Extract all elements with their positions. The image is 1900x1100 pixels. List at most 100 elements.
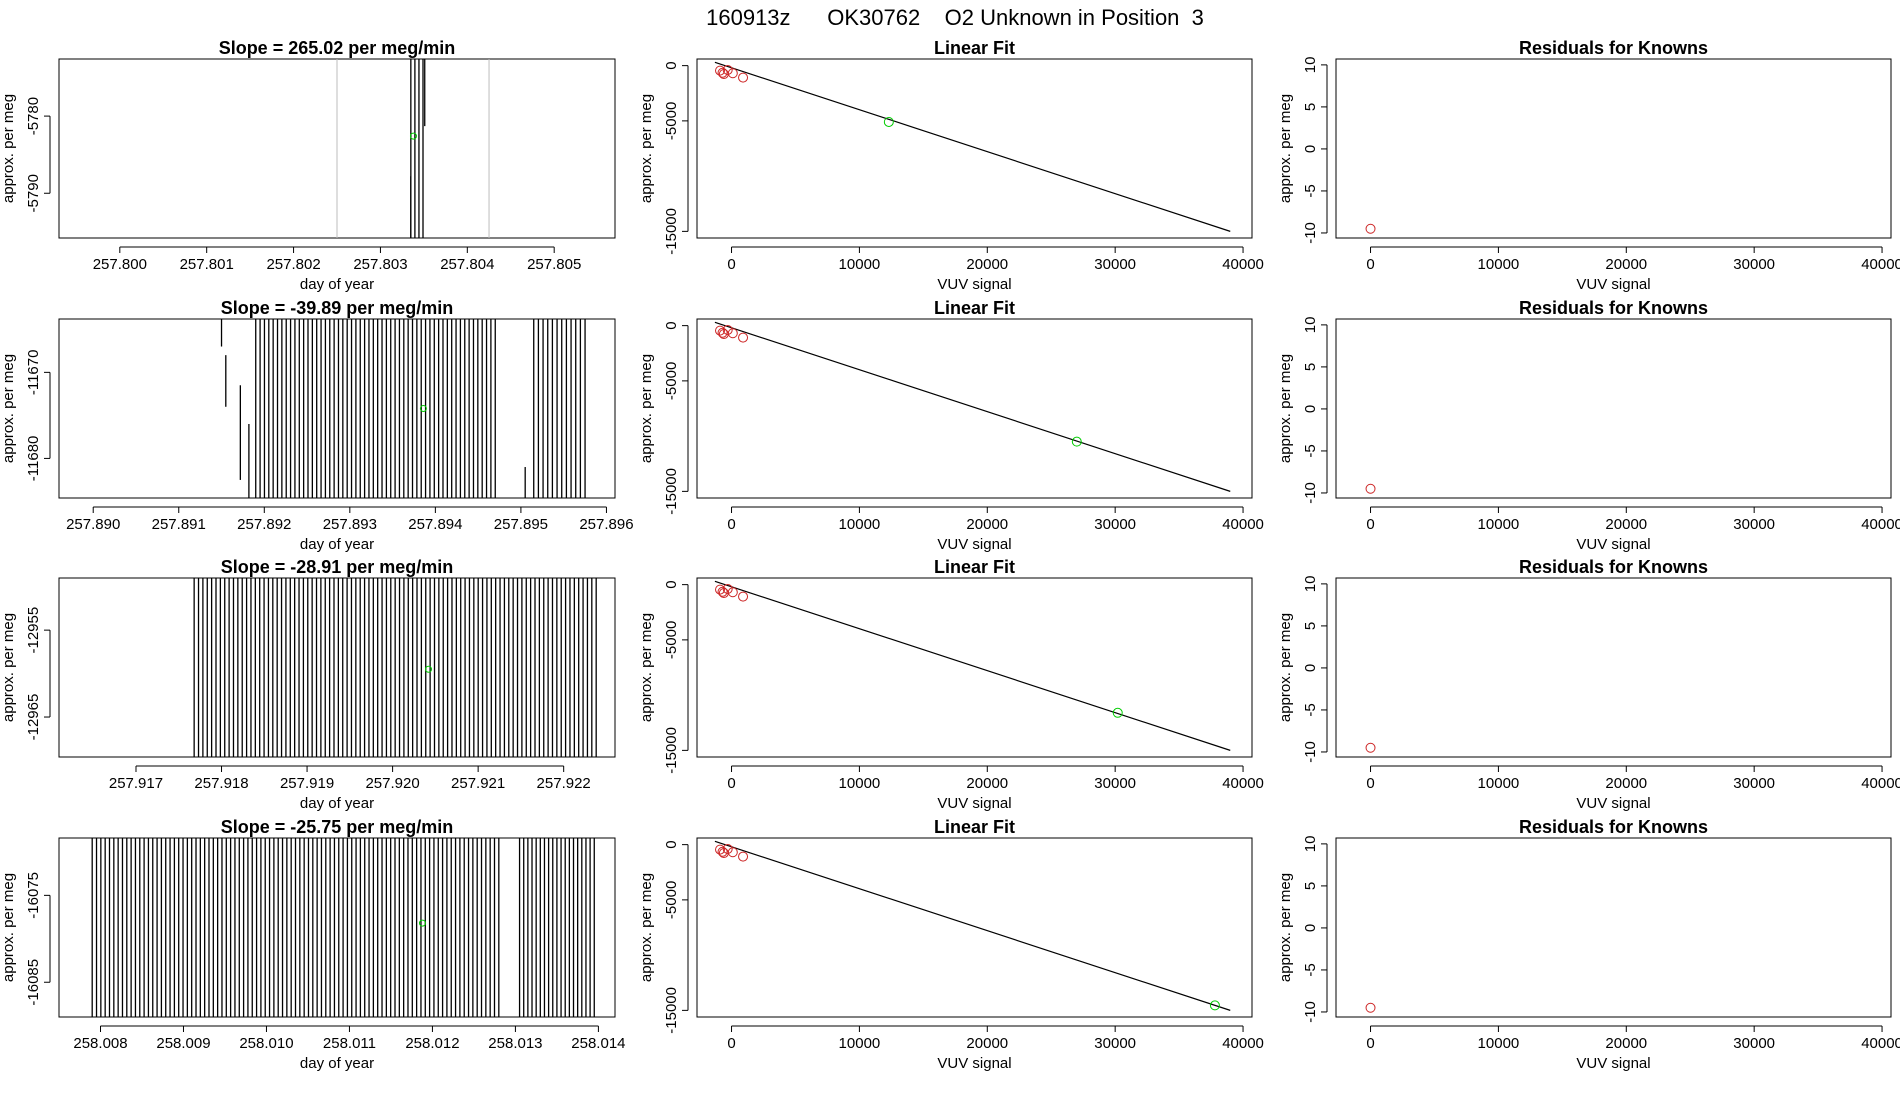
x-tick-label: 257.920 (365, 775, 419, 792)
panel-drift-4: Slope = -25.75 per meg/min 258.008 258.009… (0, 817, 626, 1072)
x-tick-label: 30000 (1094, 256, 1136, 273)
x-tick-label: 257.895 (494, 516, 548, 533)
x-tick-label: 10000 (839, 256, 881, 273)
y-tick-label: 10 (1302, 836, 1319, 853)
x-tick-label: 30000 (1733, 775, 1775, 792)
y-tick-label: -5780 (25, 97, 42, 135)
y-axis-label: approx. per meg (0, 354, 17, 463)
x-axis-label: VUV signal (937, 795, 1011, 812)
x-tick-label: 0 (727, 775, 735, 792)
panel-title: Linear Fit (934, 298, 1015, 318)
known-standard-point (715, 844, 726, 855)
y-tick-label: -5 (1302, 184, 1319, 197)
y-tick-label: -10 (1302, 741, 1319, 763)
x-tick-label: 258.008 (73, 1035, 127, 1052)
known-standard-point (722, 324, 733, 335)
x-axis-label: VUV signal (1576, 536, 1650, 553)
x-tick-label: 10000 (1478, 256, 1520, 273)
x-axis-label: day of year (300, 276, 374, 293)
x-tick-label: 257.805 (527, 256, 581, 273)
y-tick-label: -10 (1302, 222, 1319, 244)
x-tick-label: 257.917 (109, 775, 163, 792)
known-standard-point (717, 67, 728, 78)
y-axis-label: approx. per meg (1277, 613, 1294, 722)
x-tick-label: 40000 (1861, 1035, 1900, 1052)
x-tick-label: 257.800 (93, 256, 147, 273)
x-tick-label: 0 (727, 516, 735, 533)
y-tick-label: 0 (1302, 924, 1319, 932)
panel-drift-1: Slope = 265.02 per meg/min 257.800 257.801… (0, 38, 616, 293)
x-tick-label: 257.896 (579, 516, 633, 533)
y-tick-label: 10 (1302, 317, 1319, 334)
y-tick-label: -5000 (663, 102, 680, 140)
y-tick-label: 5 (1302, 622, 1319, 630)
y-tick-label: -5000 (663, 621, 680, 659)
unknown-sample-point (1071, 436, 1082, 447)
x-tick-label: 20000 (966, 1035, 1008, 1052)
unknown-sample-point (1209, 1000, 1220, 1011)
x-tick-label: 30000 (1733, 516, 1775, 533)
known-standard-point (722, 64, 733, 75)
y-axis-label: approx. per meg (0, 613, 17, 722)
panel-title: Linear Fit (934, 557, 1015, 577)
x-tick-label: 0 (1366, 775, 1374, 792)
panel-title: Residuals for Knowns (1519, 557, 1708, 577)
panel-residuals-3: Residuals for Knowns 0 10000 20000 30000 4000… (1277, 557, 1900, 812)
panel-title: Slope = -25.75 per meg/min (221, 817, 454, 837)
known-standard-point (738, 851, 749, 862)
known-standard-point (715, 584, 726, 595)
x-tick-label: 257.919 (280, 775, 334, 792)
x-tick-label: 20000 (966, 775, 1008, 792)
residual-point (1365, 223, 1376, 234)
x-tick-label: 40000 (1222, 1035, 1264, 1052)
unknown-sample-point (418, 919, 426, 927)
plot-frame (1335, 577, 1892, 758)
panel-title: Slope = -39.89 per meg/min (221, 298, 454, 318)
panel-drift-3: Slope = -28.91 per meg/min 257.917 257.918… (0, 557, 616, 812)
fit-line (714, 840, 1231, 1011)
y-tick-label: 0 (1302, 405, 1319, 413)
x-tick-label: 258.009 (156, 1035, 210, 1052)
y-tick-label: 0 (1302, 145, 1319, 153)
y-tick-label: -15000 (663, 727, 680, 774)
panel-title: Linear Fit (934, 817, 1015, 837)
known-standard-point (722, 583, 733, 594)
y-tick-label: 0 (663, 321, 680, 329)
known-standard-point (727, 328, 738, 339)
x-tick-label: 257.801 (180, 256, 234, 273)
x-axis-label: VUV signal (1576, 276, 1650, 293)
x-tick-label: 20000 (1605, 775, 1647, 792)
x-axis-label: VUV signal (937, 1055, 1011, 1072)
plot-frame (696, 577, 1253, 758)
x-axis-label: day of year (300, 536, 374, 553)
y-tick-label: 5 (1302, 363, 1319, 371)
known-standard-point (738, 72, 749, 83)
y-axis-label: approx. per meg (0, 94, 17, 203)
panel-title: Slope = 265.02 per meg/min (219, 38, 456, 58)
residual-point (1365, 742, 1376, 753)
x-tick-label: 10000 (1478, 516, 1520, 533)
y-tick-label: 0 (1302, 664, 1319, 672)
x-tick-label: 258.012 (405, 1035, 459, 1052)
known-standard-point (717, 327, 728, 338)
y-axis-label: approx. per meg (1277, 94, 1294, 203)
x-tick-label: 40000 (1861, 775, 1900, 792)
known-standard-point (727, 587, 738, 598)
x-tick-label: 258.011 (323, 1035, 376, 1052)
panel-drift-2: Slope = -39.89 per meg/min 257.890 257.891… (0, 298, 634, 553)
x-tick-label: 0 (1366, 516, 1374, 533)
fit-line (714, 321, 1231, 492)
y-tick-label: -11670 (25, 350, 42, 396)
panel-residuals-2: Residuals for Knowns 0 10000 20000 30000 4000… (1277, 298, 1900, 553)
x-tick-label: 257.894 (408, 516, 462, 533)
x-tick-label: 257.891 (152, 516, 206, 533)
y-tick-label: -15000 (663, 468, 680, 515)
x-tick-label: 40000 (1222, 775, 1264, 792)
x-tick-label: 0 (1366, 1035, 1374, 1052)
x-tick-label: 40000 (1222, 256, 1264, 273)
plot-frame (58, 837, 616, 1018)
x-tick-label: 30000 (1733, 256, 1775, 273)
y-tick-label: -5000 (663, 881, 680, 919)
known-standard-point (727, 847, 738, 858)
x-tick-label: 258.014 (571, 1035, 625, 1052)
